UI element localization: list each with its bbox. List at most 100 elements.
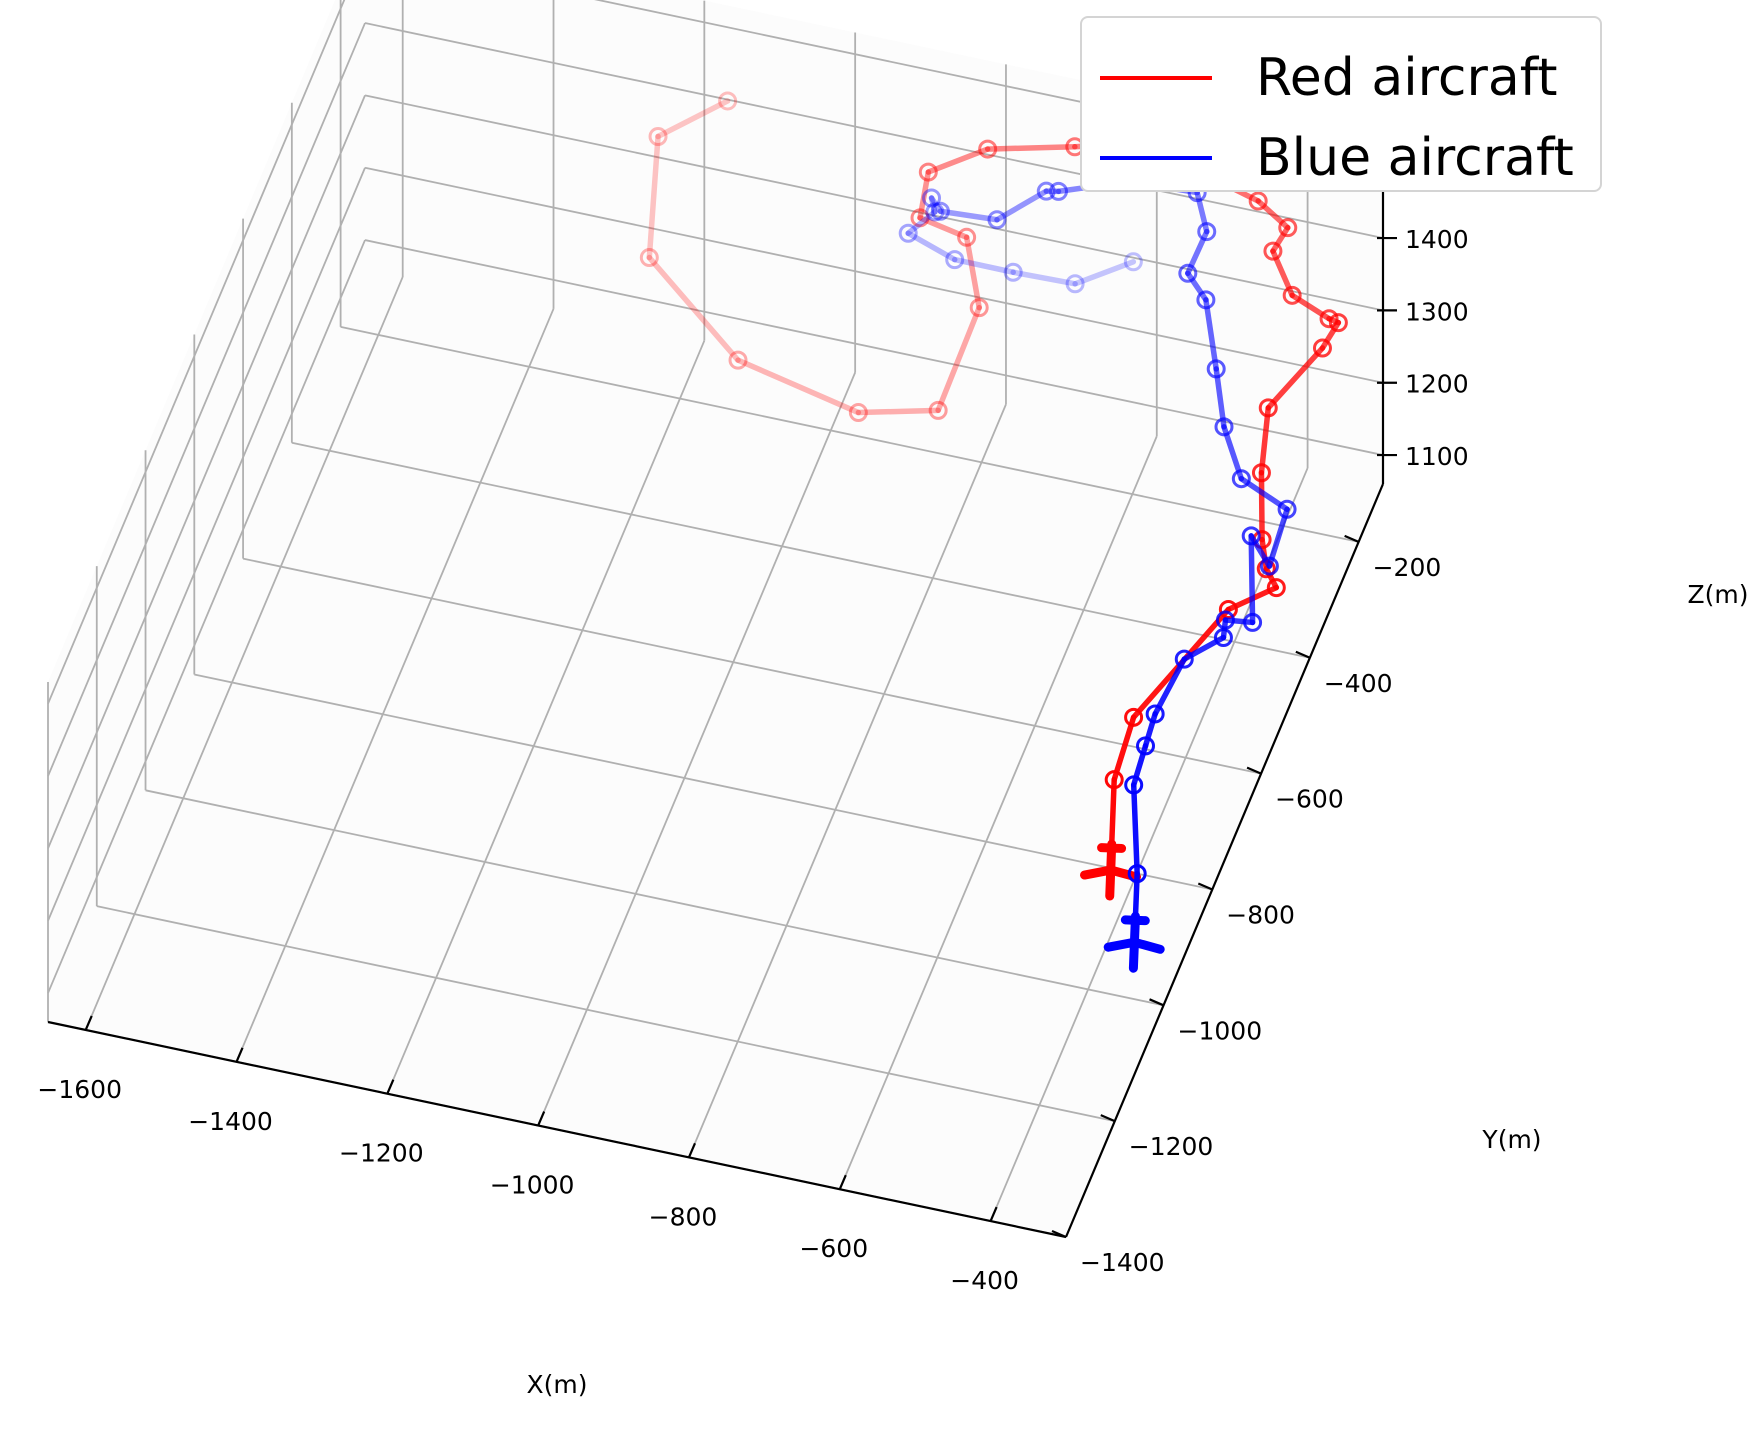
y-tick-6	[1344, 534, 1360, 543]
series-0-point-25	[848, 403, 868, 423]
series-0-segment-9	[1265, 345, 1326, 411]
x-tick-0	[84, 1015, 93, 1031]
y-tick-5	[1295, 650, 1311, 659]
y-tick-label-4: −600	[1275, 785, 1344, 814]
series-1-point-21	[1036, 181, 1056, 201]
legend-item-red: Red aircraft	[1100, 48, 1558, 108]
x-tick-3	[537, 1111, 546, 1126]
series-1-point-29	[1065, 274, 1085, 294]
z-grid-wall-0	[47, 239, 366, 994]
series-1-point-14	[1206, 359, 1226, 379]
series-1-point-28	[1003, 262, 1023, 282]
series-1-segment-26	[905, 209, 938, 237]
y-tick-label-5: −400	[1324, 669, 1393, 698]
z-grid-back-0	[364, 239, 1384, 456]
series-0-segment-10	[1319, 319, 1342, 351]
series-0-point-13	[1263, 241, 1283, 261]
y-grid-floor-4	[242, 557, 1262, 775]
series-0-point-11	[1319, 309, 1339, 329]
series-1-segment-27	[905, 230, 958, 263]
series-1-segment-10	[1248, 533, 1273, 569]
series-0-segment-28	[646, 133, 661, 261]
series-0-point-4	[1266, 578, 1286, 598]
series-0-segment-29	[655, 98, 731, 140]
x-grid-floor-3	[537, 372, 856, 1126]
x-tick-2	[386, 1079, 395, 1095]
series-1-segment-14	[1213, 366, 1227, 430]
y-tick-label-1: −1200	[1129, 1132, 1214, 1161]
series-0-segment-27	[646, 254, 741, 363]
series-1-point-7	[1215, 610, 1235, 630]
x-grid-floor-2	[386, 340, 706, 1095]
series-0-point-15	[1248, 191, 1268, 211]
series-1-point-12	[1231, 469, 1251, 489]
series-1-segment-11	[1266, 506, 1290, 569]
legend-label-red: Red aircraft	[1256, 48, 1558, 108]
series-0-segment-26	[735, 357, 862, 416]
y-tick-label-3: −800	[1226, 900, 1295, 929]
y-tick-3	[1197, 882, 1213, 891]
series-0-point-23	[969, 298, 989, 318]
series-0-point-21	[910, 208, 930, 228]
series-0-point-12	[1282, 285, 1302, 305]
x-tick-label-5: −600	[799, 1234, 868, 1263]
series-1-point-1	[1127, 864, 1147, 884]
series-0-segment-25	[855, 407, 941, 416]
series-0-segment-5	[1263, 565, 1280, 591]
series-0-point-7	[1251, 463, 1271, 483]
y-tick-label-0: −1400	[1080, 1248, 1165, 1277]
series-1-segment-4	[1142, 711, 1158, 749]
x-grid-floor-0	[84, 276, 404, 1031]
series-0-point-28	[648, 126, 668, 146]
y-axis-line	[1064, 483, 1385, 1238]
series-0-segment-7	[1258, 469, 1265, 543]
series-1-segment-2	[1130, 782, 1140, 877]
z-grid-wall-2	[47, 95, 366, 849]
legend-swatch-blue	[1100, 156, 1212, 160]
series-0-segment-22	[917, 215, 970, 241]
x-grid-floor-4	[688, 404, 1007, 1158]
series-1-segment-24	[928, 195, 944, 215]
x-tick-6	[989, 1206, 998, 1222]
series-0-point-8	[1258, 398, 1278, 418]
y-grid-floor-5	[291, 441, 1311, 659]
floor-pane	[48, 269, 1383, 1237]
z-tick-label-2: 1300	[1405, 297, 1469, 326]
series-0-point-10	[1328, 313, 1348, 333]
y-tick-2	[1149, 998, 1164, 1007]
left-wall-pane	[48, 0, 365, 1022]
series-1-point-5	[1174, 649, 1194, 669]
legend-swatch-red	[1100, 76, 1212, 80]
series-1-point-4	[1145, 704, 1165, 724]
series-0-segment-20	[925, 146, 991, 175]
y-grid-floor-2	[145, 789, 1164, 1007]
series-1-point-15	[1196, 290, 1216, 310]
y-grid-floor-6	[340, 326, 1359, 543]
x-axis-label: X(m)	[527, 1370, 588, 1399]
y-axis-label: Y(m)	[1481, 1125, 1541, 1154]
series-0-point-3	[1218, 599, 1238, 619]
series-0-point-27	[639, 248, 659, 268]
series-0-point-24	[928, 400, 948, 420]
series-1-point-17	[1197, 222, 1217, 242]
z-axis-label: Z(m)	[1688, 580, 1749, 609]
series-0-point-26	[728, 350, 748, 370]
legend-item-blue: Blue aircraft	[1100, 128, 1574, 188]
series-1-point-25	[925, 202, 945, 222]
series-1-point-20	[1048, 181, 1068, 201]
series-0-point-29	[718, 91, 738, 111]
z-grid-wall-4	[47, 0, 346, 705]
x-grid-floor-1	[235, 308, 555, 1063]
x-tick-label-4: −800	[649, 1202, 718, 1231]
series-0-point-14	[1278, 218, 1298, 238]
series-1-point-23	[930, 201, 950, 221]
series-1-point-11	[1277, 499, 1297, 519]
z-tick-label-1: 1200	[1405, 370, 1469, 399]
series-1-segment-28	[951, 256, 1016, 276]
series-1-segment-8	[1222, 617, 1256, 626]
series-1-point-10	[1259, 556, 1279, 576]
axes	[47, 144, 1397, 1239]
aircraft-body	[1103, 911, 1165, 973]
series-1-segment-5	[1152, 656, 1188, 717]
